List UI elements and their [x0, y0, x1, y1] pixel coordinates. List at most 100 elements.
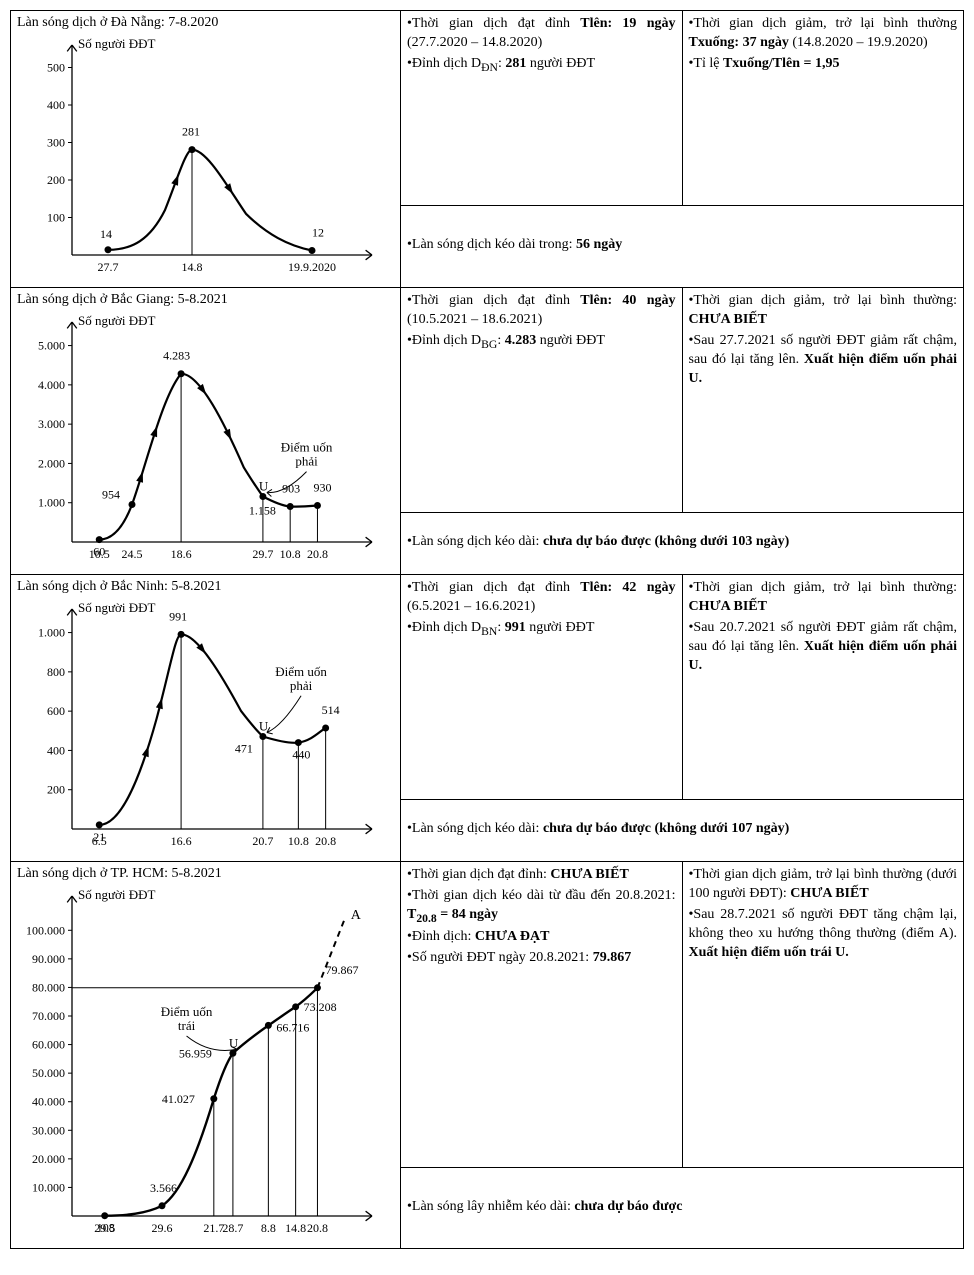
svg-text:3.566: 3.566	[150, 1181, 177, 1195]
svg-text:29.6: 29.6	[152, 1221, 173, 1235]
svg-text:471: 471	[235, 741, 253, 755]
svg-text:10.000: 10.000	[32, 1180, 65, 1194]
svg-text:Số người ĐĐT: Số người ĐĐT	[78, 313, 156, 328]
svg-text:phải: phải	[290, 678, 313, 693]
svg-text:60: 60	[93, 545, 105, 559]
info-cell-a: •Thời gian dịch đạt đỉnh: CHƯA BIẾT•Thời…	[401, 862, 683, 1168]
svg-text:500: 500	[47, 61, 65, 75]
svg-text:14.8: 14.8	[285, 1221, 306, 1235]
svg-text:60.000: 60.000	[32, 1038, 65, 1052]
svg-text:4.000: 4.000	[38, 378, 65, 392]
info-cell-b: •Thời gian dịch giảm, trở lại bình thườn…	[682, 575, 964, 800]
svg-text:A: A	[351, 908, 362, 923]
svg-text:20.8: 20.8	[315, 834, 336, 848]
svg-text:300: 300	[47, 136, 65, 150]
svg-text:66.716: 66.716	[276, 1020, 309, 1034]
svg-text:1.000: 1.000	[38, 496, 65, 510]
svg-text:19.9.2020: 19.9.2020	[288, 260, 336, 274]
svg-text:Điểm uốn: Điểm uốn	[161, 1004, 213, 1019]
svg-text:2.000: 2.000	[38, 456, 65, 470]
svg-text:U: U	[259, 479, 269, 494]
info-cell-a: •Thời gian dịch đạt đỉnh Tlên: 40 ngày (…	[401, 288, 683, 513]
svg-text:100: 100	[47, 211, 65, 225]
svg-text:10.8: 10.8	[288, 834, 309, 848]
svg-text:50.000: 50.000	[32, 1066, 65, 1080]
svg-text:Số người ĐĐT: Số người ĐĐT	[78, 887, 156, 902]
document-table: Làn sóng dịch ở Đà Nẵng: 7-8.2020 100 200 3…	[10, 10, 964, 1249]
info-cell-duration: •Làn sóng lây nhiễm kéo dài: chưa dự báo…	[401, 1168, 964, 1249]
svg-text:440: 440	[292, 748, 310, 762]
svg-text:20.000: 20.000	[32, 1152, 65, 1166]
chart-title: Làn sóng dịch ở Bắc Ninh: 5-8.2021	[17, 579, 394, 595]
info-cell-a: •Thời gian dịch đạt đỉnh Tlên: 19 ngày (…	[401, 11, 683, 206]
svg-text:73.208: 73.208	[304, 1000, 337, 1014]
svg-text:5.000: 5.000	[38, 339, 65, 353]
svg-text:20.7: 20.7	[252, 834, 273, 848]
svg-text:991: 991	[169, 609, 187, 623]
svg-text:24.5: 24.5	[122, 547, 143, 561]
svg-text:108: 108	[97, 1221, 115, 1235]
svg-text:281: 281	[182, 125, 200, 139]
svg-text:18.6: 18.6	[171, 547, 192, 561]
info-cell-duration: •Làn sóng dịch kéo dài: chưa dự báo được…	[401, 799, 964, 861]
svg-text:800: 800	[47, 665, 65, 679]
svg-text:30.000: 30.000	[32, 1123, 65, 1137]
chart-title: Làn sóng dịch ở TP. HCM: 5-8.2021	[17, 866, 394, 882]
info-cell-b: •Thời gian dịch giảm, trở lại bình thườn…	[682, 11, 964, 206]
svg-text:70.000: 70.000	[32, 1009, 65, 1023]
svg-text:3.000: 3.000	[38, 417, 65, 431]
chart-cell: Làn sóng dịch ở TP. HCM: 5-8.2021 10.000 2…	[11, 862, 401, 1249]
svg-text:200: 200	[47, 783, 65, 797]
chart: 1.000 2.000 3.000 4.000 5.000 Số người ĐĐT 10.…	[17, 310, 387, 570]
svg-text:phải: phải	[295, 454, 318, 469]
chart-cell: Làn sóng dịch ở Bắc Giang: 5-8.2021 1.000…	[11, 288, 401, 575]
svg-text:Điểm uốn: Điểm uốn	[275, 664, 327, 679]
svg-text:400: 400	[47, 98, 65, 112]
svg-text:8.8: 8.8	[261, 1221, 276, 1235]
chart-title: Làn sóng dịch ở Bắc Giang: 5-8.2021	[17, 292, 394, 308]
svg-text:29.7: 29.7	[252, 547, 273, 561]
svg-text:1.000: 1.000	[38, 626, 65, 640]
chart: 10.000 20.000 30.000 40.000 50.000 60.000 70.0…	[17, 884, 387, 1244]
svg-text:56.959: 56.959	[179, 1046, 212, 1060]
chart: 100 200 300 400 500 Số người ĐĐT 27.7 14.8 19.9.…	[17, 33, 387, 283]
svg-text:12: 12	[312, 226, 324, 240]
svg-text:10.8: 10.8	[280, 547, 301, 561]
svg-text:14: 14	[100, 227, 112, 241]
svg-text:600: 600	[47, 704, 65, 718]
svg-text:21: 21	[93, 830, 105, 844]
svg-text:28.7: 28.7	[222, 1221, 243, 1235]
info-cell-b: •Thời gian dịch giảm, trở lại bình thườn…	[682, 288, 964, 513]
svg-text:Số người ĐĐT: Số người ĐĐT	[78, 600, 156, 615]
svg-text:79.867: 79.867	[325, 963, 358, 977]
svg-text:4.283: 4.283	[163, 349, 190, 363]
chart-cell: Làn sóng dịch ở Đà Nẵng: 7-8.2020 100 200 3…	[11, 11, 401, 288]
chart-title: Làn sóng dịch ở Đà Nẵng: 7-8.2020	[17, 15, 394, 31]
svg-text:Số người ĐĐT: Số người ĐĐT	[78, 36, 156, 51]
svg-text:400: 400	[47, 743, 65, 757]
svg-text:Điểm uốn: Điểm uốn	[281, 440, 333, 455]
svg-text:27.7: 27.7	[98, 260, 119, 274]
info-cell-a: •Thời gian dịch đạt đỉnh Tlên: 42 ngày (…	[401, 575, 683, 800]
svg-text:80.000: 80.000	[32, 980, 65, 994]
info-cell-duration: •Làn sóng dịch kéo dài: chưa dự báo được…	[401, 512, 964, 574]
info-cell-b: •Thời gian dịch giảm, trở lại bình thườn…	[682, 862, 964, 1168]
svg-text:20.8: 20.8	[307, 1221, 328, 1235]
info-cell-duration: •Làn sóng dịch kéo dài trong: 56 ngày	[401, 206, 964, 288]
svg-text:trái: trái	[178, 1018, 196, 1033]
chart: 2004006008001.000Số người ĐĐT6.516.620.7…	[17, 597, 387, 857]
svg-text:200: 200	[47, 173, 65, 187]
svg-text:40.000: 40.000	[32, 1095, 65, 1109]
svg-text:20.8: 20.8	[307, 547, 328, 561]
svg-text:954: 954	[102, 488, 120, 502]
svg-text:41.027: 41.027	[162, 1092, 195, 1106]
svg-text:1.158: 1.158	[249, 504, 276, 518]
svg-text:14.8: 14.8	[182, 260, 203, 274]
svg-text:21.7: 21.7	[203, 1221, 224, 1235]
svg-text:90.000: 90.000	[32, 952, 65, 966]
svg-text:930: 930	[313, 480, 331, 494]
svg-text:514: 514	[322, 703, 340, 717]
svg-text:100.000: 100.000	[26, 923, 65, 937]
svg-text:16.6: 16.6	[171, 834, 192, 848]
chart-cell: Làn sóng dịch ở Bắc Ninh: 5-8.2021 200 400…	[11, 575, 401, 862]
